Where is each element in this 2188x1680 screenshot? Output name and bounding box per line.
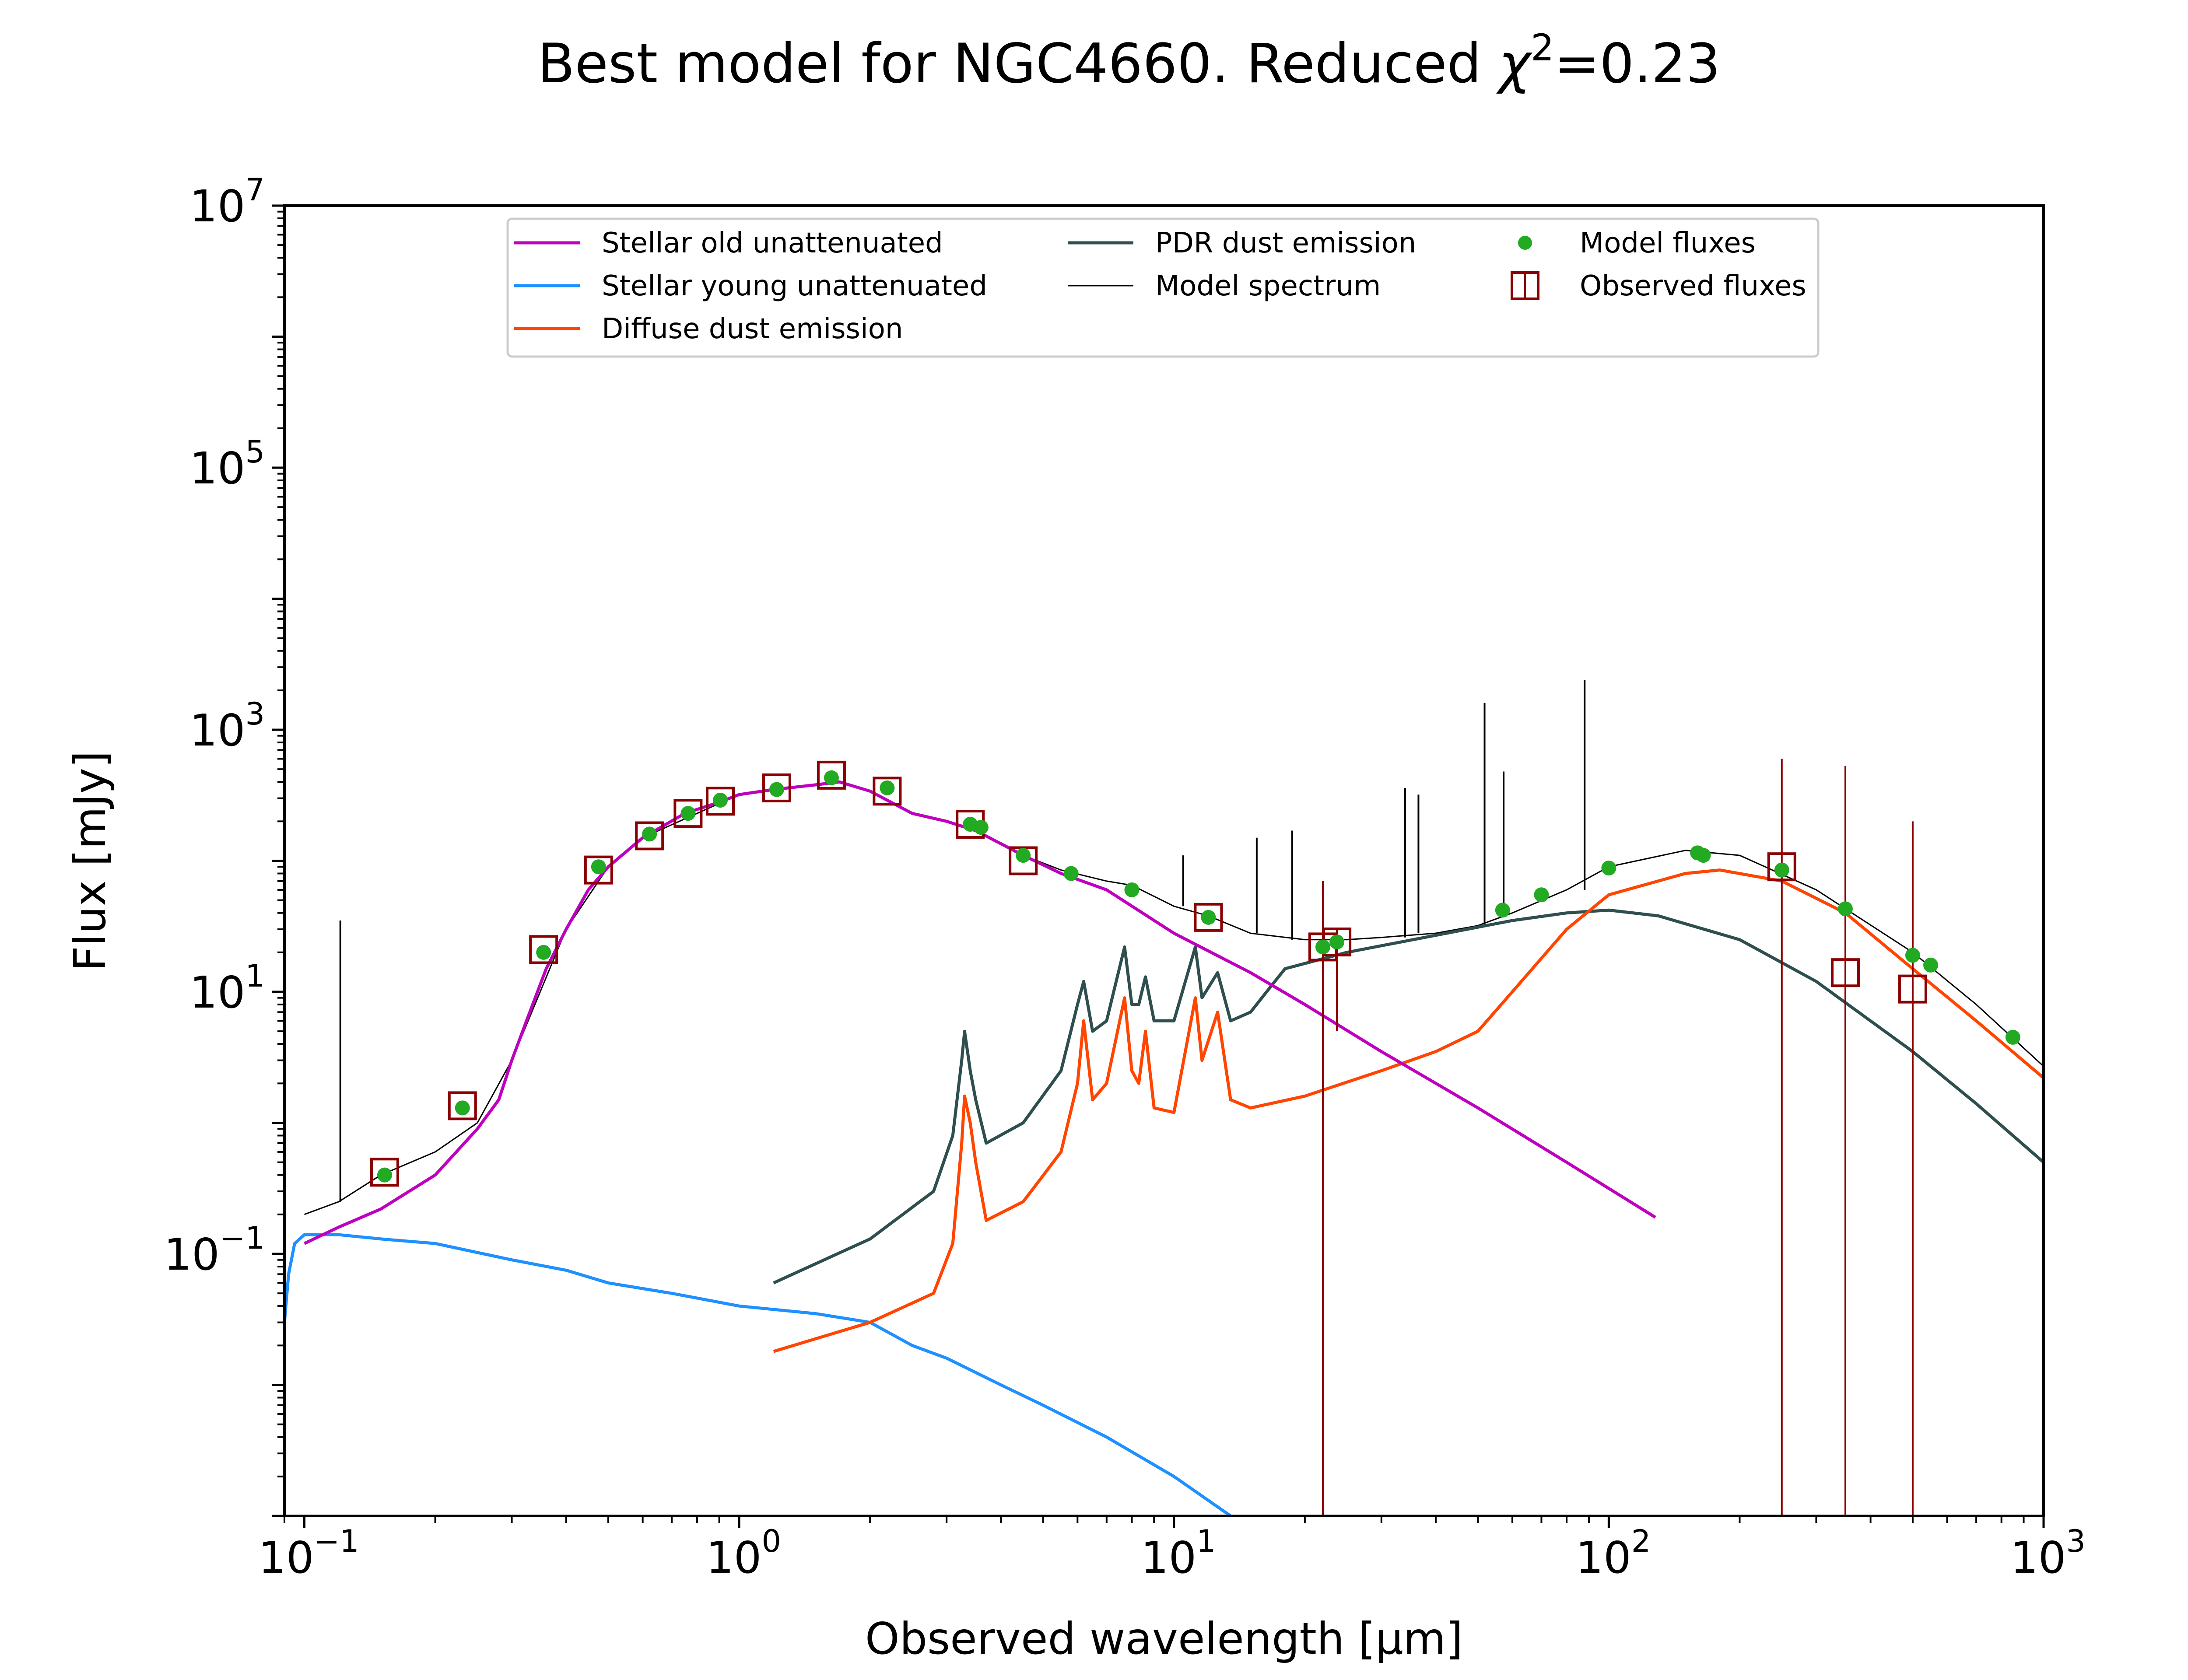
legend-label: Stellar old unattenuated (602, 227, 943, 259)
model-flux-point (591, 859, 606, 875)
model-flux-point (1016, 848, 1031, 863)
y-tick-label: 101 (189, 958, 265, 1018)
model-flux-point (1601, 861, 1616, 876)
model-flux-point (880, 780, 895, 795)
observed-flux-marker (762, 773, 791, 802)
x-axis: 10−1 100 101 102 103 (258, 1516, 2086, 1583)
model-flux-point (642, 826, 657, 842)
legend-label: PDR dust emission (1155, 227, 1416, 259)
observed-flux-marker (706, 787, 735, 816)
legend-label: Model spectrum (1155, 270, 1381, 302)
observed-flux-marker (370, 1158, 399, 1187)
observed-flux-marker (635, 821, 664, 850)
y-tick-label: 105 (189, 434, 265, 494)
observed-flux-marker (673, 799, 703, 828)
observed-flux-marker (1194, 903, 1223, 932)
observed-flux-marker (817, 760, 846, 790)
legend-label: Observed fluxes (1580, 270, 1806, 302)
model-flux-point (2005, 1029, 2020, 1045)
observed-flux-marker (529, 935, 558, 964)
legend-item-stellar-young: Stellar young unattenuated (514, 270, 987, 302)
chart-title: Best model for NGC4660. Reduced χ2=0.23 (538, 26, 1721, 95)
y-axis: 10−1 101 103 105 107 (164, 172, 284, 1517)
observed-flux-marker (1830, 958, 1860, 987)
model-flux-point (536, 945, 551, 960)
model-flux-point (1837, 901, 1853, 917)
model-flux-point (824, 770, 839, 785)
y-tick-label: 103 (189, 696, 265, 756)
x-tick-label: 100 (706, 1523, 781, 1583)
legend-frame (506, 217, 1820, 358)
y-tick-label: 10−1 (164, 1220, 265, 1280)
model-flux-point (1315, 939, 1330, 955)
model-flux-point (680, 806, 696, 821)
series-line-pdr (773, 908, 2044, 1284)
model-flux-point (769, 782, 784, 797)
model-flux-point (1329, 934, 1345, 950)
legend-label: Diffuse dust emission (602, 313, 903, 345)
model-flux-point (1905, 948, 1920, 963)
observed-flux-marker (448, 1091, 477, 1120)
observed-flux-marker (873, 777, 902, 806)
legend-swatch (1518, 236, 1532, 250)
x-tick-label: 101 (1141, 1523, 1216, 1583)
model-flux-point (713, 793, 728, 808)
x-tick-label: 10−1 (258, 1523, 359, 1583)
observed-flux-marker (1767, 852, 1796, 882)
model-flux-point (1923, 957, 1939, 973)
model-flux-point (1534, 887, 1549, 903)
legend-label: Stellar young unattenuated (602, 270, 987, 302)
x-axis-label: Observed wavelength [μm] (865, 1613, 1463, 1664)
model-flux-point (455, 1100, 470, 1116)
legend-item-pdr: PDR dust emission (1068, 227, 1416, 259)
legend-label: Model fluxes (1580, 227, 1756, 259)
model-flux-point (973, 820, 989, 835)
observed-flux-marker (1009, 846, 1038, 875)
model-flux-point (1774, 862, 1789, 878)
y-tick-label: 107 (189, 172, 265, 232)
legend: Stellar old unattenuated Stellar young un… (506, 217, 1820, 358)
x-tick-label: 103 (2010, 1523, 2086, 1583)
legend-item-model-fluxes: Model fluxes (1518, 227, 1756, 259)
model-flux-point (1495, 903, 1510, 918)
model-flux-point (1696, 848, 1711, 863)
marker-layer (370, 759, 2020, 1516)
model-flux-point (1124, 882, 1140, 897)
model-flux-point (1063, 866, 1079, 881)
observed-flux-marker (1898, 974, 1927, 1004)
series-line-diffuse (773, 868, 2044, 1353)
series-line-stellar-young (284, 1233, 1232, 1516)
legend-item-observed-fluxes: Observed fluxes (1511, 270, 1806, 302)
legend-item-diffuse: Diffuse dust emission (514, 313, 903, 345)
observed-flux-marker (584, 855, 613, 885)
model-flux-point (377, 1167, 392, 1183)
y-axis-label: Flux [mJy] (64, 751, 116, 971)
model-flux-point (1201, 910, 1216, 925)
legend-item-stellar-old: Stellar old unattenuated (514, 227, 943, 259)
x-tick-label: 102 (1575, 1523, 1651, 1583)
legend-item-model-spectrum: Model spectrum (1068, 270, 1381, 302)
